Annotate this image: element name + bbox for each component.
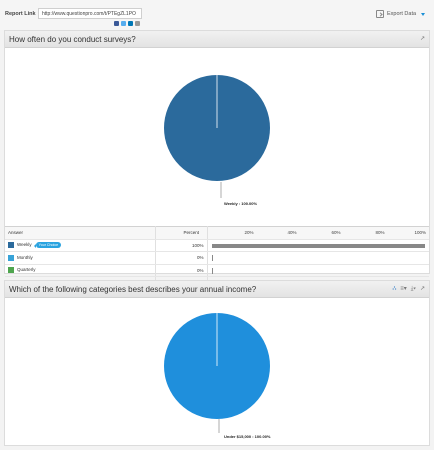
pie-data-label: Under $15,000 : 100.00% bbox=[224, 434, 271, 439]
chart-type-icon[interactable]: ≡▾ bbox=[400, 286, 407, 292]
percent-cell: 0% bbox=[155, 251, 208, 265]
percent-column-header: Percent bbox=[155, 226, 208, 240]
pie-data-label: Weekly : 100.00% bbox=[224, 201, 258, 206]
header-tools: ∴ ≡▾ ⤓▾ ↗ bbox=[392, 286, 425, 292]
export-data-label: Export Data bbox=[387, 11, 417, 17]
axis-tick: 40% bbox=[287, 230, 297, 235]
twitter-icon[interactable] bbox=[121, 21, 126, 26]
axis-tick: 60% bbox=[331, 230, 341, 235]
export-icon bbox=[376, 10, 384, 18]
answer-label: Weekly bbox=[17, 242, 32, 248]
collapse-icon[interactable]: ↗ bbox=[419, 286, 425, 292]
axis-tick: 100% bbox=[414, 230, 427, 235]
answer-cell: Quarterly bbox=[5, 264, 156, 277]
pie-chart bbox=[164, 75, 270, 198]
question-title: How often do you conduct surveys? bbox=[9, 35, 136, 44]
table-row: Quarterly 0% bbox=[5, 264, 429, 277]
annual-income-panel: Which of the following categories best d… bbox=[4, 280, 430, 446]
linkedin-icon[interactable] bbox=[128, 21, 133, 26]
answer-cell: Weekly Your Choice bbox=[5, 239, 156, 252]
facebook-icon[interactable] bbox=[114, 21, 119, 26]
bar-cell bbox=[207, 264, 429, 277]
table-header-row: Answer Percent 20% 40% 60% 80% 100% bbox=[5, 226, 429, 240]
bar-monthly bbox=[211, 255, 213, 261]
pie-chart-area: Weekly : 100.00% bbox=[5, 48, 429, 226]
report-link-field[interactable]: http://www.questionpro.com/t/PTEgZL1PO bbox=[38, 8, 142, 19]
answer-label: Quarterly bbox=[17, 267, 36, 273]
panel-header: How often do you conduct surveys? ↗ bbox=[5, 31, 429, 48]
your-choice-badge: Your Choice bbox=[33, 242, 62, 249]
axis-tick: 20% bbox=[244, 230, 254, 235]
question-title: Which of the following categories best d… bbox=[9, 285, 257, 294]
legend-swatch-monthly bbox=[8, 254, 14, 261]
bar-weekly bbox=[211, 243, 425, 248]
share-icons bbox=[114, 21, 140, 26]
report-link-label: Report Link bbox=[5, 11, 36, 17]
report-toolbar: Report Link http://www.questionpro.com/t… bbox=[0, 0, 434, 30]
bar-cell bbox=[207, 239, 429, 252]
legend-swatch-quarterly bbox=[8, 267, 14, 274]
pie-chart bbox=[164, 313, 270, 433]
bar-cell bbox=[207, 251, 429, 265]
export-data-button[interactable]: Export Data bbox=[376, 10, 426, 18]
chevron-down-icon bbox=[421, 12, 426, 16]
email-icon[interactable] bbox=[135, 21, 140, 26]
share-icon[interactable]: ∴ bbox=[392, 286, 397, 292]
survey-frequency-panel: How often do you conduct surveys? ↗ Week… bbox=[4, 30, 430, 302]
answer-label: Monthly bbox=[17, 254, 33, 260]
answer-table: Answer Percent 20% 40% 60% 80% 100% Week… bbox=[5, 226, 429, 302]
answer-cell: Monthly bbox=[5, 251, 156, 265]
axis-tick: 80% bbox=[375, 230, 385, 235]
percent-cell: 0% bbox=[155, 264, 208, 277]
collapse-icon[interactable]: ↗ bbox=[419, 36, 425, 42]
header-tools: ↗ bbox=[420, 36, 425, 42]
bar-quarterly bbox=[211, 267, 213, 274]
download-icon[interactable]: ⤓▾ bbox=[410, 286, 416, 292]
bar-axis-header: 20% 40% 60% 80% 100% bbox=[207, 226, 429, 240]
table-row: Monthly 0% bbox=[5, 251, 429, 265]
panel-header: Which of the following categories best d… bbox=[5, 281, 429, 298]
percent-cell: 100% bbox=[155, 239, 208, 252]
pie-chart-area: Under $15,000 : 100.00% bbox=[5, 298, 429, 446]
legend-swatch-weekly bbox=[8, 242, 14, 249]
answer-column-header: Answer bbox=[5, 226, 156, 240]
table-row: Weekly Your Choice 100% bbox=[5, 239, 429, 252]
